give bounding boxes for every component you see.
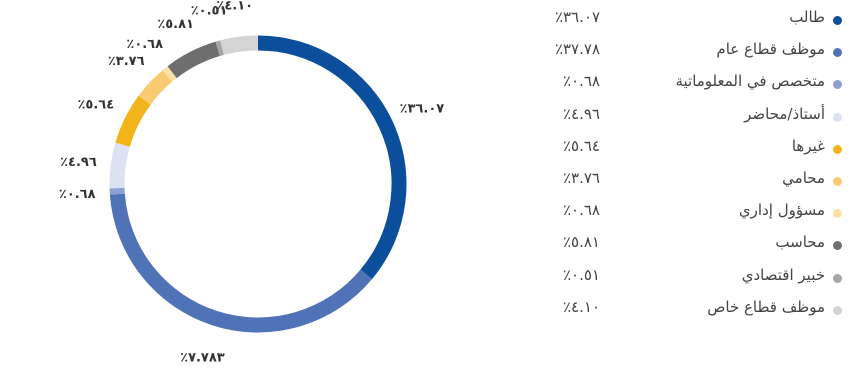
legend-swatch [833,16,842,25]
legend-item: موظف قطاع عام ٪٣٧.٧٨ [512,40,842,72]
slice-label: ٪٧.٧٨٣ [180,350,225,365]
legend-item: موظف قطاع خاص ٪٤.١٠ [512,298,842,330]
legend-value: ٪٣٦.٠٧ [554,8,600,26]
slice-label: ٪٠.٦٨ [59,187,96,202]
legend-label: خبير اقتصادي [741,265,825,284]
legend-value: ٪٥.٦٤ [562,136,600,155]
legend-label: موظف قطاع خاص [707,297,825,316]
legend-label: متخصص في المعلوماتية [675,72,825,91]
donut-slice [220,35,259,55]
legend-swatch [833,48,842,58]
legend-label: غيرها [791,136,825,155]
legend-label: محاسب [775,233,825,252]
legend-value: ٪٠.٥١ [562,265,600,284]
legend-swatch [833,112,842,122]
slice-label: ٪٤.٩٦ [60,155,97,170]
legend-label: محامي [782,168,825,187]
legend-value: ٪٤.٩٦ [562,104,600,123]
slice-label: ٪٥.٦٤ [77,98,114,113]
slice-label: ٪٤.١٠ [216,0,253,13]
legend-swatch [833,80,842,90]
legend-value: ٪٣٧.٧٨ [554,40,600,59]
legend-item: أستاذ/محاضر ٪٤.٩٦ [512,105,842,137]
legend-swatch [833,209,842,219]
donut-chart: ٪٣٦.٠٧ ٪٧.٧٨٣ ٪٠.٦٨ ٪٤.٩٦ ٪٥.٦٤ ٪٣.٧٦ ٪٠.٦٨ ٪٥.… [59,0,445,365]
legend-item: طالب ٪٣٦.٠٧ [512,8,842,40]
legend-item: محاسب ٪٥.٨١ [512,233,842,265]
slice-label: ٪٥.٨١ [157,17,194,32]
legend-value: ٪٥.٨١ [562,233,600,252]
legend-label: أستاذ/محاضر [744,104,825,123]
legend-label: مسؤول إداري [738,201,825,220]
donut-slice [115,95,151,147]
legend-item: محامي ٪٣.٧٦ [512,169,842,201]
legend: طالب ٪٣٦.٠٧ موظف قطاع عام ٪٣٧.٧٨ متخصص في ال… [512,8,842,330]
legend-item: خبير اقتصادي ٪٠.٥١ [512,266,842,298]
legend-swatch [833,241,842,251]
donut-slice [109,142,130,189]
legend-label: موظف قطاع عام [716,40,825,59]
legend-swatch [833,176,842,186]
legend-swatch [833,273,842,283]
legend-value: ٪٣.٧٦ [562,168,600,187]
legend-label: طالب [789,8,825,26]
donut-slice [109,193,372,333]
slice-label: ٪٠.٥١ [191,4,228,19]
slice-label: ٪٣٦.٠٧ [400,101,445,116]
donut-slice [215,40,225,57]
legend-value: ٪٠.٦٨ [562,201,600,220]
donut-slice [167,41,221,79]
legend-value: ٪٤.١٠ [562,297,600,316]
legend-item: غيرها ٪٥.٦٤ [512,137,842,169]
legend-item: متخصص في المعلوماتية ٪٠.٦٨ [512,72,842,104]
legend-item: مسؤول إداري ٪٠.٦٨ [512,201,842,233]
legend-swatch [833,144,842,154]
legend-swatch [833,305,842,315]
legend-value: ٪٠.٦٨ [562,72,600,91]
slice-label: ٪٠.٦٨ [126,37,163,52]
donut-slice [138,70,173,105]
donut-slice [162,66,177,82]
donut-slice [257,35,407,280]
slice-label: ٪٣.٧٦ [108,54,145,69]
